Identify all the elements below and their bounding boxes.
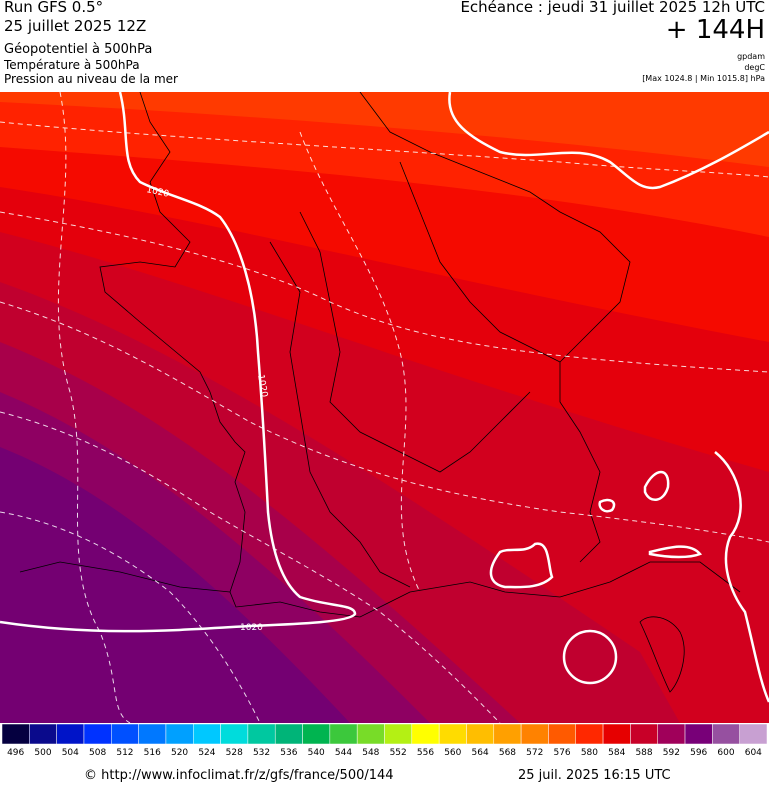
legend-swatch (302, 724, 331, 744)
layer-geopotential-label: Géopotentiel à 500hPa (4, 42, 153, 57)
legend-tick-label: 564 (471, 748, 489, 758)
legend-swatch (602, 724, 631, 744)
legend-swatch (29, 724, 57, 744)
legend-tick-label: 600 (717, 748, 735, 758)
legend-tick-label: 552 (389, 748, 407, 758)
geopotential-bands (0, 92, 769, 723)
legend-swatch (657, 724, 686, 744)
legend-tick-label: 524 (198, 748, 216, 758)
legend-swatch (329, 724, 358, 744)
isobars (0, 92, 769, 703)
legend-swatch (466, 724, 495, 744)
legend-swatch (630, 724, 658, 744)
run-date: 25 juillet 2025 12Z (4, 17, 147, 35)
legend-tick-label: 560 (444, 748, 462, 758)
legend-tick-label: 596 (690, 748, 708, 758)
legend-tick-label: 500 (34, 748, 52, 758)
isobar-label: 1020 (145, 185, 170, 200)
model-run-title: Run GFS 0.5° (4, 0, 104, 16)
legend-tick-label: 572 (526, 748, 544, 758)
lead-time: + 144H (665, 15, 765, 45)
legend-tick-label: 548 (362, 748, 380, 758)
legend-tick-label: 584 (608, 748, 626, 758)
source-credit-link[interactable]: © http://www.infoclimat.fr/z/gfs/france/… (84, 768, 394, 783)
legend-swatch (274, 724, 303, 744)
legend-swatch (548, 724, 577, 744)
legend-swatch (684, 724, 713, 744)
unit-geopotential: gpdam (737, 52, 765, 61)
legend-tick-label: 532 (252, 748, 271, 758)
legend-tick-label: 592 (662, 748, 680, 758)
isobar-labels: 1020 1020 1020 (145, 185, 269, 633)
legend-tick-label: 516 (143, 748, 161, 758)
legend-tick-label: 520 (170, 748, 189, 758)
legend-swatch (384, 724, 413, 744)
legend-tick-label: 580 (580, 748, 598, 758)
isobar-label: 1020 (255, 374, 269, 399)
legend-swatch (56, 724, 85, 744)
generated-timestamp: 25 juil. 2025 16:15 UTC (518, 768, 671, 783)
legend-tick-label: 604 (744, 748, 762, 758)
legend-swatch (438, 724, 467, 744)
legend-swatch (411, 724, 440, 744)
legend-tick-label: 544 (334, 748, 353, 758)
legend-tick-label: 540 (307, 748, 325, 758)
legend-swatch (493, 724, 522, 744)
legend-tick-label: 536 (280, 748, 298, 758)
legend-swatch (193, 724, 221, 744)
isobar-label: 1020 (240, 623, 263, 633)
legend-swatch (575, 724, 604, 744)
weather-map: 1020 1020 1020 (0, 92, 769, 723)
legend-tick-label: 504 (61, 748, 79, 758)
legend-tick-label: 588 (635, 748, 653, 758)
legend-swatch (712, 724, 740, 744)
legend-colorbar (1, 724, 768, 744)
legend-swatch (111, 724, 139, 744)
land-borders (19, 92, 741, 693)
legend-swatch (165, 724, 194, 744)
legend-swatch (220, 724, 249, 744)
pressure-range: [Max 1024.8 | Min 1015.8] hPa (642, 74, 765, 83)
legend-swatch (739, 724, 768, 744)
legend-tick-label: 512 (116, 748, 134, 758)
legend-swatch (83, 724, 112, 744)
legend-swatch (138, 724, 167, 744)
legend-swatch (520, 724, 549, 744)
layer-temperature-label: Température à 500hPa (4, 58, 140, 72)
legend-tick-label: 528 (225, 748, 243, 758)
valid-time: Echéance : jeudi 31 juillet 2025 12h UTC (460, 0, 765, 16)
legend-tick-label: 508 (89, 748, 107, 758)
legend-tick-label: 568 (498, 748, 517, 758)
legend-swatch (1, 724, 30, 744)
legend-swatch (356, 724, 385, 744)
legend-tick-label: 576 (553, 748, 571, 758)
layer-pressure-label: Pression au niveau de la mer (4, 72, 178, 86)
legend-tick-label: 496 (7, 748, 25, 758)
legend-swatch (247, 724, 276, 744)
unit-temperature: degC (744, 63, 765, 72)
legend-tick-labels: 496 500 504 508 512 516 520 524 528 532 536 540 544 5… (0, 748, 769, 760)
legend-tick-label: 556 (416, 748, 435, 758)
